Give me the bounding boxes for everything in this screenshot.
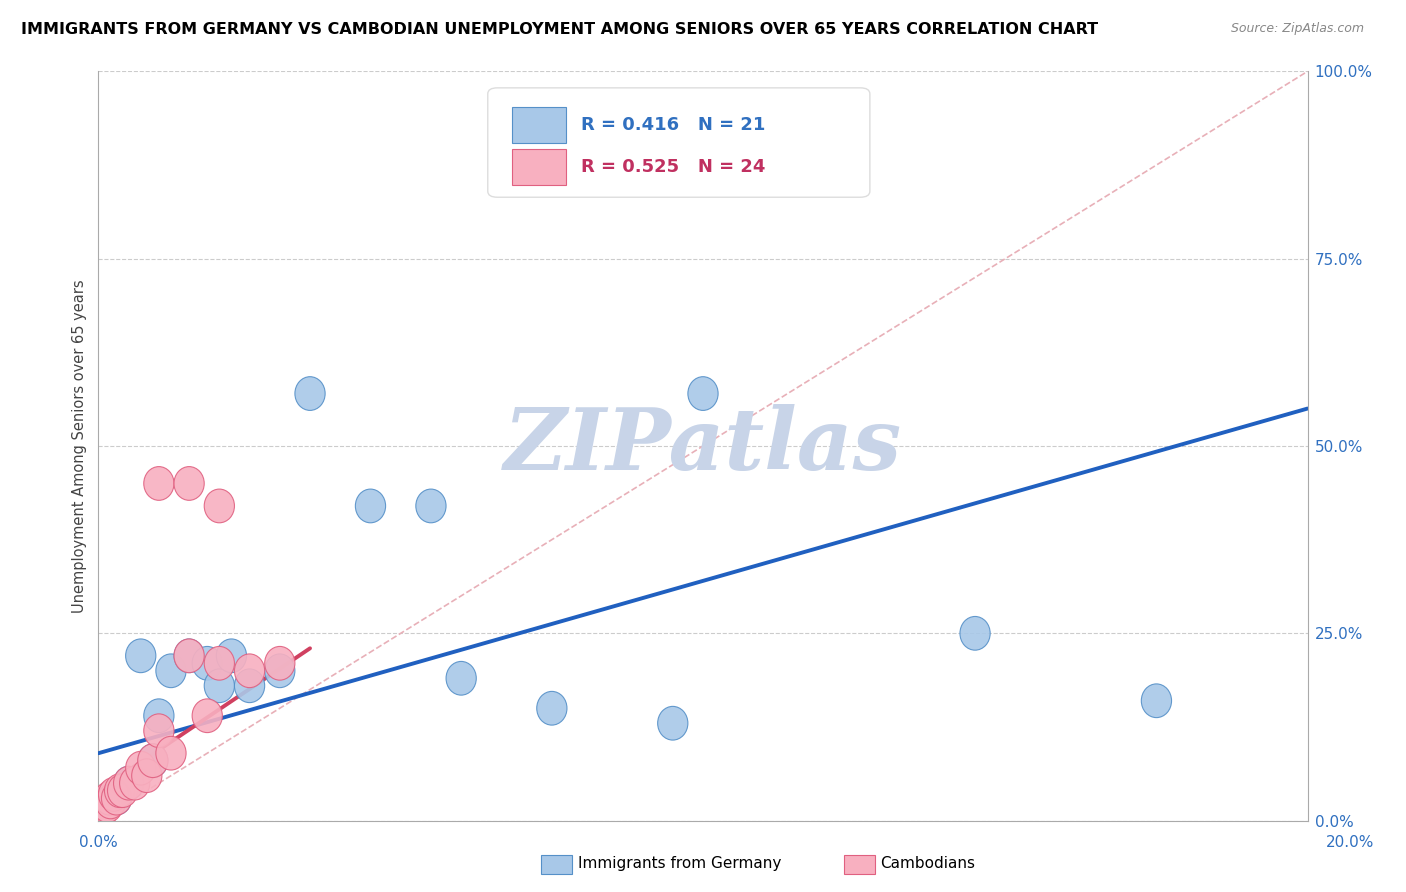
Ellipse shape — [446, 662, 477, 695]
Ellipse shape — [143, 467, 174, 500]
Text: ZIPatlas: ZIPatlas — [503, 404, 903, 488]
Ellipse shape — [94, 781, 124, 815]
Ellipse shape — [156, 654, 186, 688]
Text: IMMIGRANTS FROM GERMANY VS CAMBODIAN UNEMPLOYMENT AMONG SENIORS OVER 65 YEARS CO: IMMIGRANTS FROM GERMANY VS CAMBODIAN UNE… — [21, 22, 1098, 37]
Ellipse shape — [120, 766, 150, 800]
Ellipse shape — [295, 376, 325, 410]
Ellipse shape — [174, 639, 204, 673]
Ellipse shape — [138, 744, 167, 778]
Ellipse shape — [143, 699, 174, 732]
FancyBboxPatch shape — [488, 87, 870, 197]
FancyBboxPatch shape — [512, 149, 567, 185]
Ellipse shape — [235, 669, 264, 703]
Y-axis label: Unemployment Among Seniors over 65 years: Unemployment Among Seniors over 65 years — [72, 279, 87, 613]
Ellipse shape — [114, 766, 143, 800]
FancyBboxPatch shape — [512, 107, 567, 144]
Ellipse shape — [204, 647, 235, 680]
Text: R = 0.416   N = 21: R = 0.416 N = 21 — [581, 116, 765, 135]
Ellipse shape — [537, 691, 567, 725]
Ellipse shape — [193, 647, 222, 680]
Ellipse shape — [217, 639, 246, 673]
Ellipse shape — [114, 766, 143, 800]
Ellipse shape — [104, 774, 135, 807]
Ellipse shape — [132, 759, 162, 793]
Ellipse shape — [193, 699, 222, 732]
Text: Cambodians: Cambodians — [880, 856, 976, 871]
Ellipse shape — [125, 751, 156, 785]
Ellipse shape — [204, 489, 235, 523]
Ellipse shape — [93, 789, 122, 822]
Ellipse shape — [264, 654, 295, 688]
Ellipse shape — [960, 616, 990, 650]
Ellipse shape — [107, 774, 138, 807]
Ellipse shape — [1142, 684, 1171, 717]
Ellipse shape — [156, 737, 186, 770]
Ellipse shape — [264, 647, 295, 680]
Text: Source: ZipAtlas.com: Source: ZipAtlas.com — [1230, 22, 1364, 36]
Ellipse shape — [101, 781, 132, 815]
Text: Immigrants from Germany: Immigrants from Germany — [578, 856, 782, 871]
Ellipse shape — [90, 789, 120, 822]
Ellipse shape — [658, 706, 688, 740]
Ellipse shape — [98, 778, 129, 812]
Ellipse shape — [143, 714, 174, 747]
Ellipse shape — [416, 489, 446, 523]
Ellipse shape — [174, 467, 204, 500]
Text: 0.0%: 0.0% — [79, 836, 118, 850]
Ellipse shape — [174, 639, 204, 673]
Text: R = 0.525   N = 24: R = 0.525 N = 24 — [581, 158, 765, 176]
Text: 20.0%: 20.0% — [1326, 836, 1374, 850]
Ellipse shape — [356, 489, 385, 523]
Ellipse shape — [235, 654, 264, 688]
Ellipse shape — [101, 781, 132, 815]
Ellipse shape — [138, 744, 167, 778]
Ellipse shape — [125, 639, 156, 673]
Ellipse shape — [86, 797, 117, 830]
Ellipse shape — [204, 669, 235, 703]
Ellipse shape — [688, 376, 718, 410]
Ellipse shape — [96, 785, 125, 819]
